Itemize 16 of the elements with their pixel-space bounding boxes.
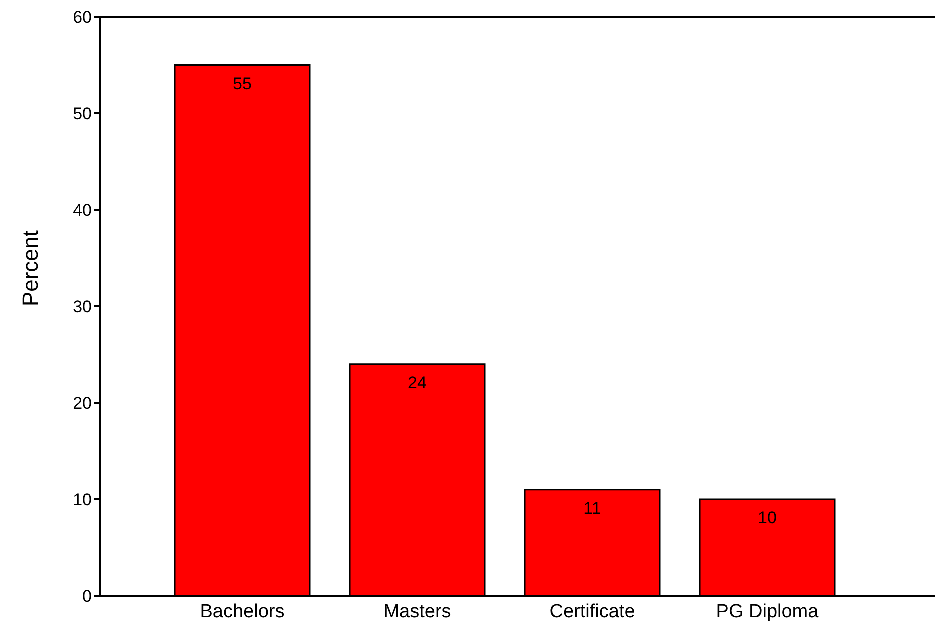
x-tick-label: Masters <box>384 601 452 622</box>
data-label: 10 <box>758 508 777 528</box>
data-label: 24 <box>408 373 427 392</box>
y-tick-label: 20 <box>73 394 92 414</box>
y-tick-label: 0 <box>82 587 92 606</box>
y-tick-label: 60 <box>73 8 92 28</box>
y-tick-label: 10 <box>73 490 92 510</box>
y-axis-title: Percent <box>18 230 43 306</box>
data-label: 11 <box>584 498 602 518</box>
x-tick-label: PG Diploma <box>716 601 820 622</box>
y-tick-label: 40 <box>73 201 92 220</box>
data-label: 55 <box>233 74 252 94</box>
x-tick-label: Bachelors <box>200 601 285 622</box>
y-tick-label: 30 <box>73 298 92 317</box>
x-tick-label: Certificate <box>550 601 636 622</box>
y-tick-label: 50 <box>73 104 92 124</box>
